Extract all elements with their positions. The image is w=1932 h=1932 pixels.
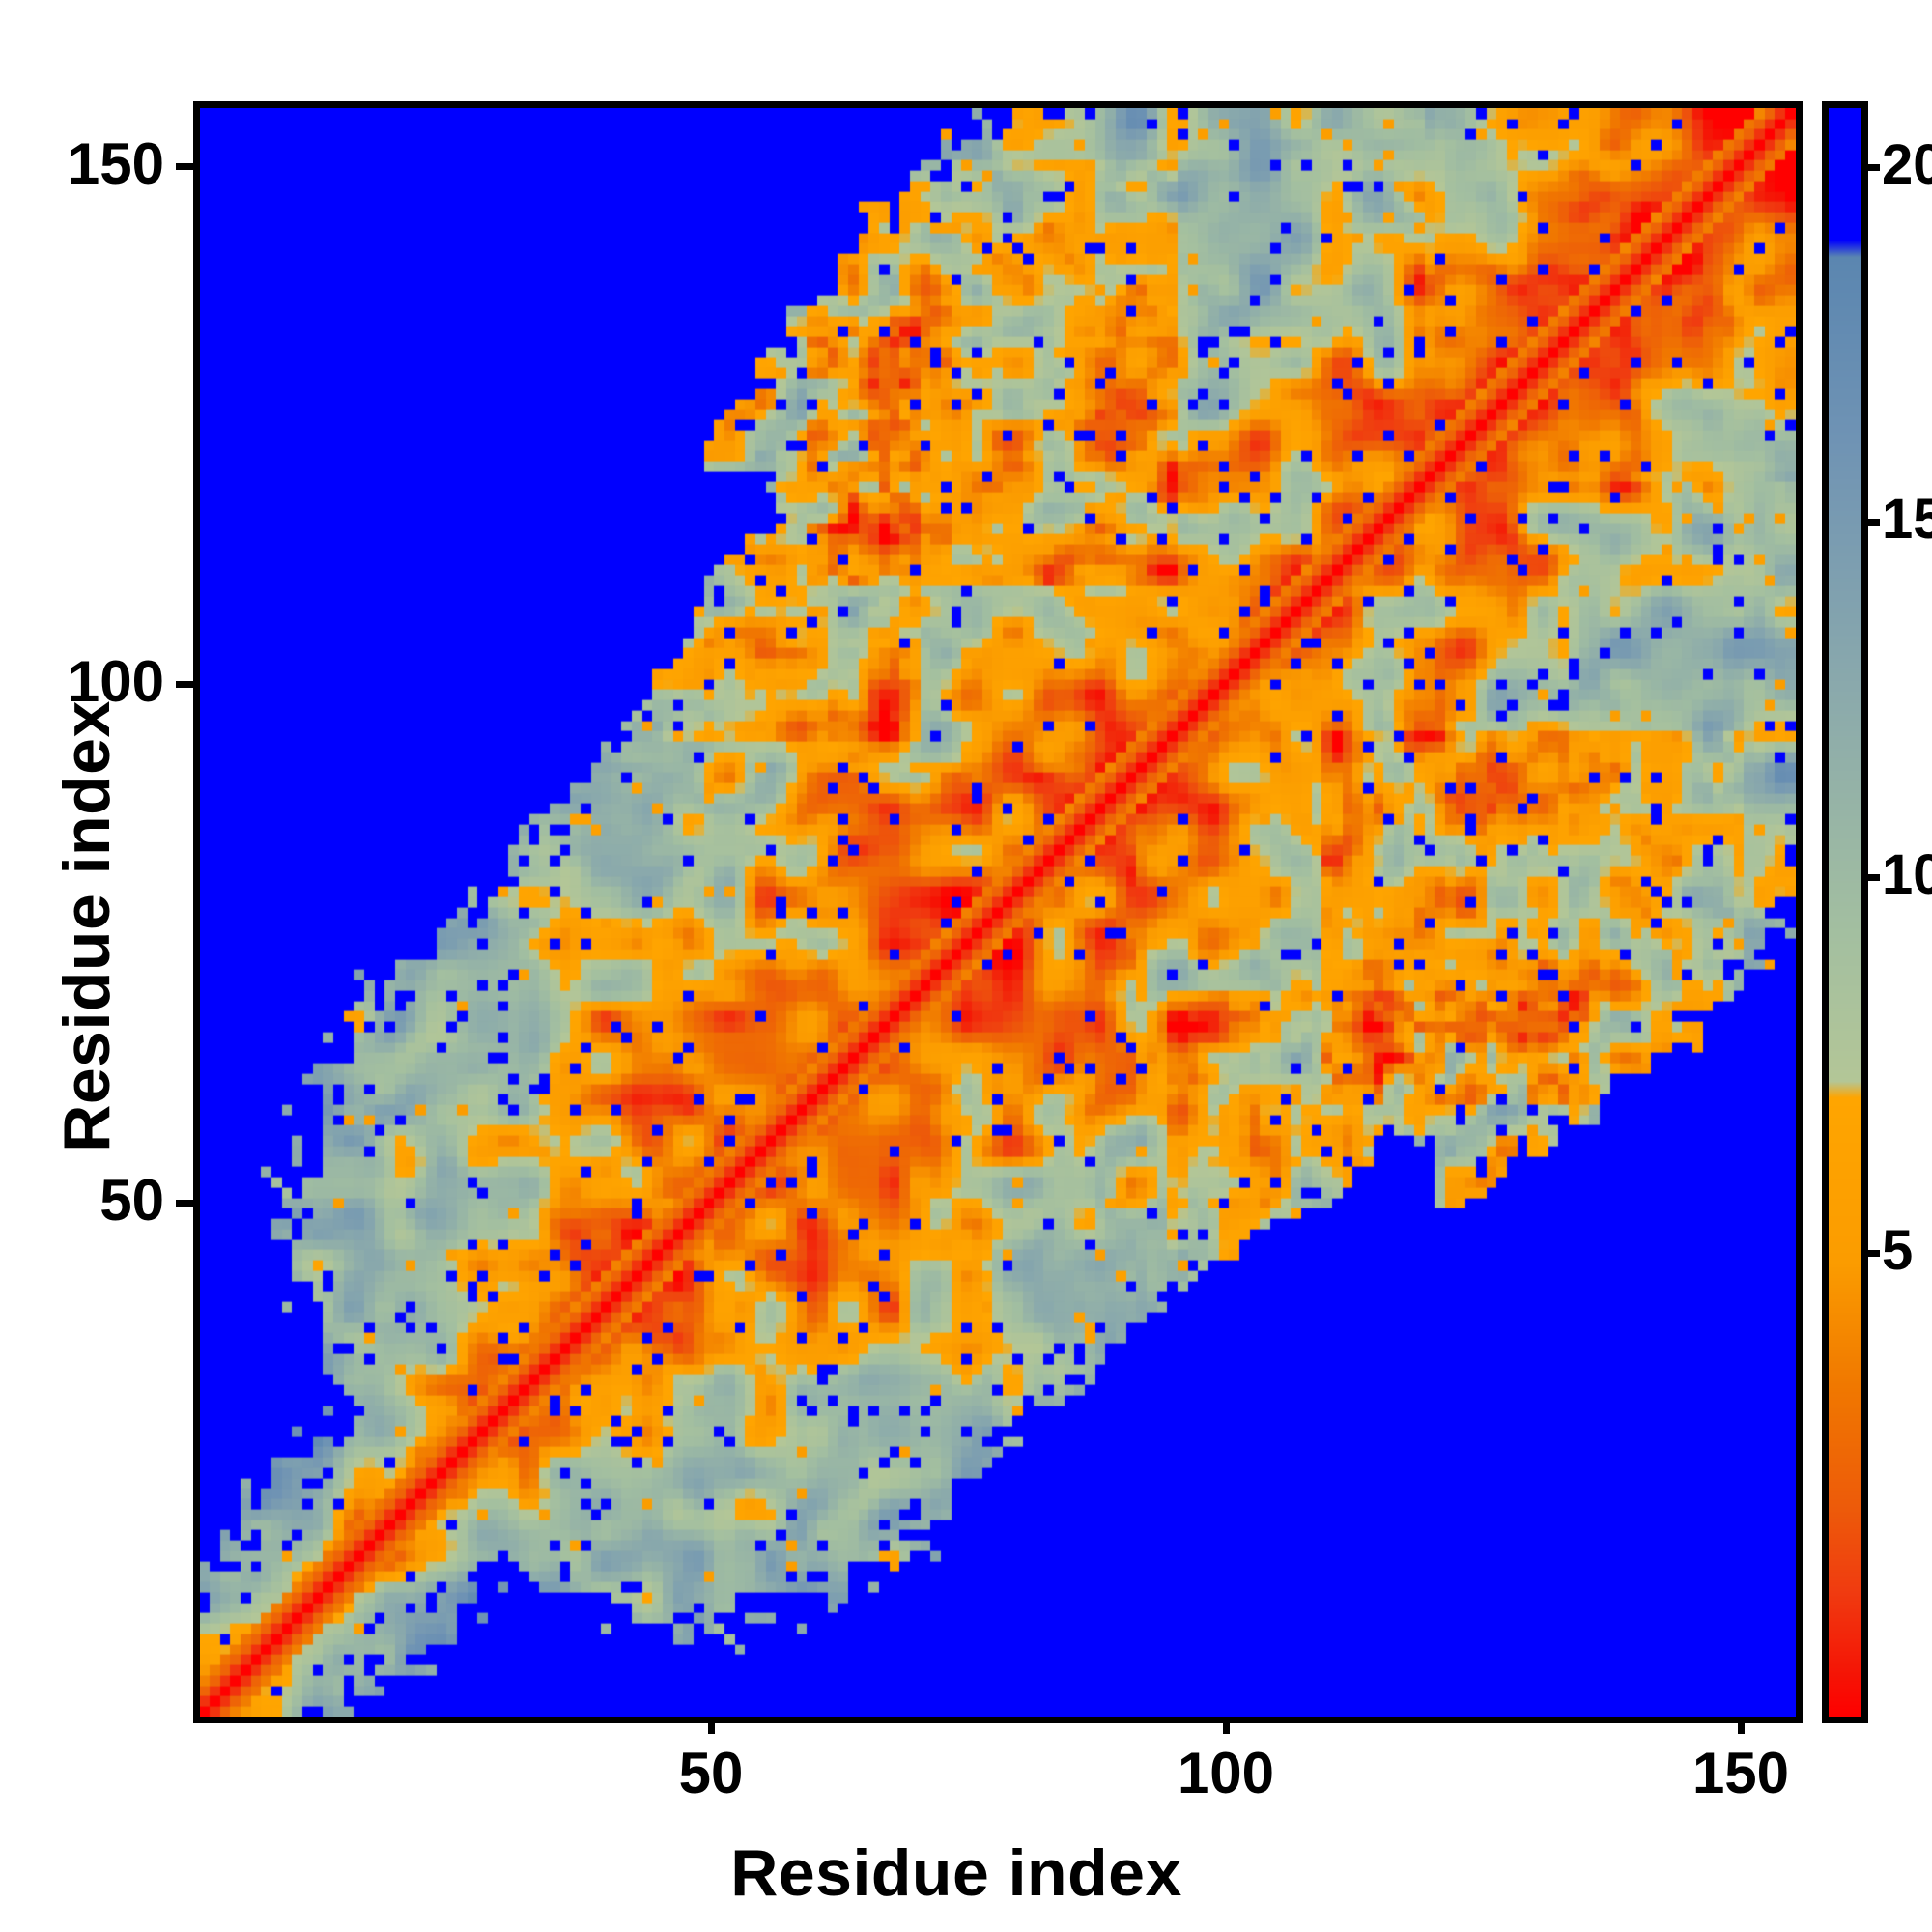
- colorbar-label-20: 20: [1882, 133, 1932, 196]
- colorbar: [1822, 101, 1868, 1723]
- y-ticklabel-50: 50: [99, 1168, 164, 1233]
- x-ticklabel-50: 50: [678, 1741, 744, 1805]
- colorbar-tick-15: [1864, 519, 1880, 526]
- y-tick-50: [176, 1200, 193, 1207]
- x-tick-50: [708, 1717, 715, 1734]
- heatmap-plot-area: [193, 101, 1803, 1723]
- colorbar-label-15: 15: [1882, 488, 1932, 551]
- y-ticklabel-150: 150: [67, 131, 164, 196]
- colorbar-gradient: [1829, 108, 1861, 1717]
- y-tick-100: [176, 681, 193, 688]
- colorbar-tick-10: [1864, 874, 1880, 881]
- heatmap-canvas: [200, 108, 1796, 1717]
- y-ticklabel-100: 100: [67, 649, 164, 714]
- x-ticklabel-100: 100: [1177, 1741, 1275, 1805]
- y-tick-150: [176, 163, 193, 170]
- colorbar-tick-5: [1864, 1250, 1880, 1257]
- x-axis-label: Residue index: [730, 1836, 1182, 1910]
- x-ticklabel-150: 150: [1691, 1741, 1790, 1805]
- colorbar-tick-20: [1864, 164, 1880, 171]
- y-axis-label: Residue index: [50, 700, 124, 1152]
- colorbar-label-5: 5: [1882, 1219, 1914, 1282]
- y-axis-label-wrapper: Residue index: [49, 105, 125, 1747]
- x-tick-100: [1223, 1717, 1230, 1734]
- x-tick-150: [1738, 1717, 1745, 1734]
- colorbar-label-10: 10: [1882, 843, 1932, 906]
